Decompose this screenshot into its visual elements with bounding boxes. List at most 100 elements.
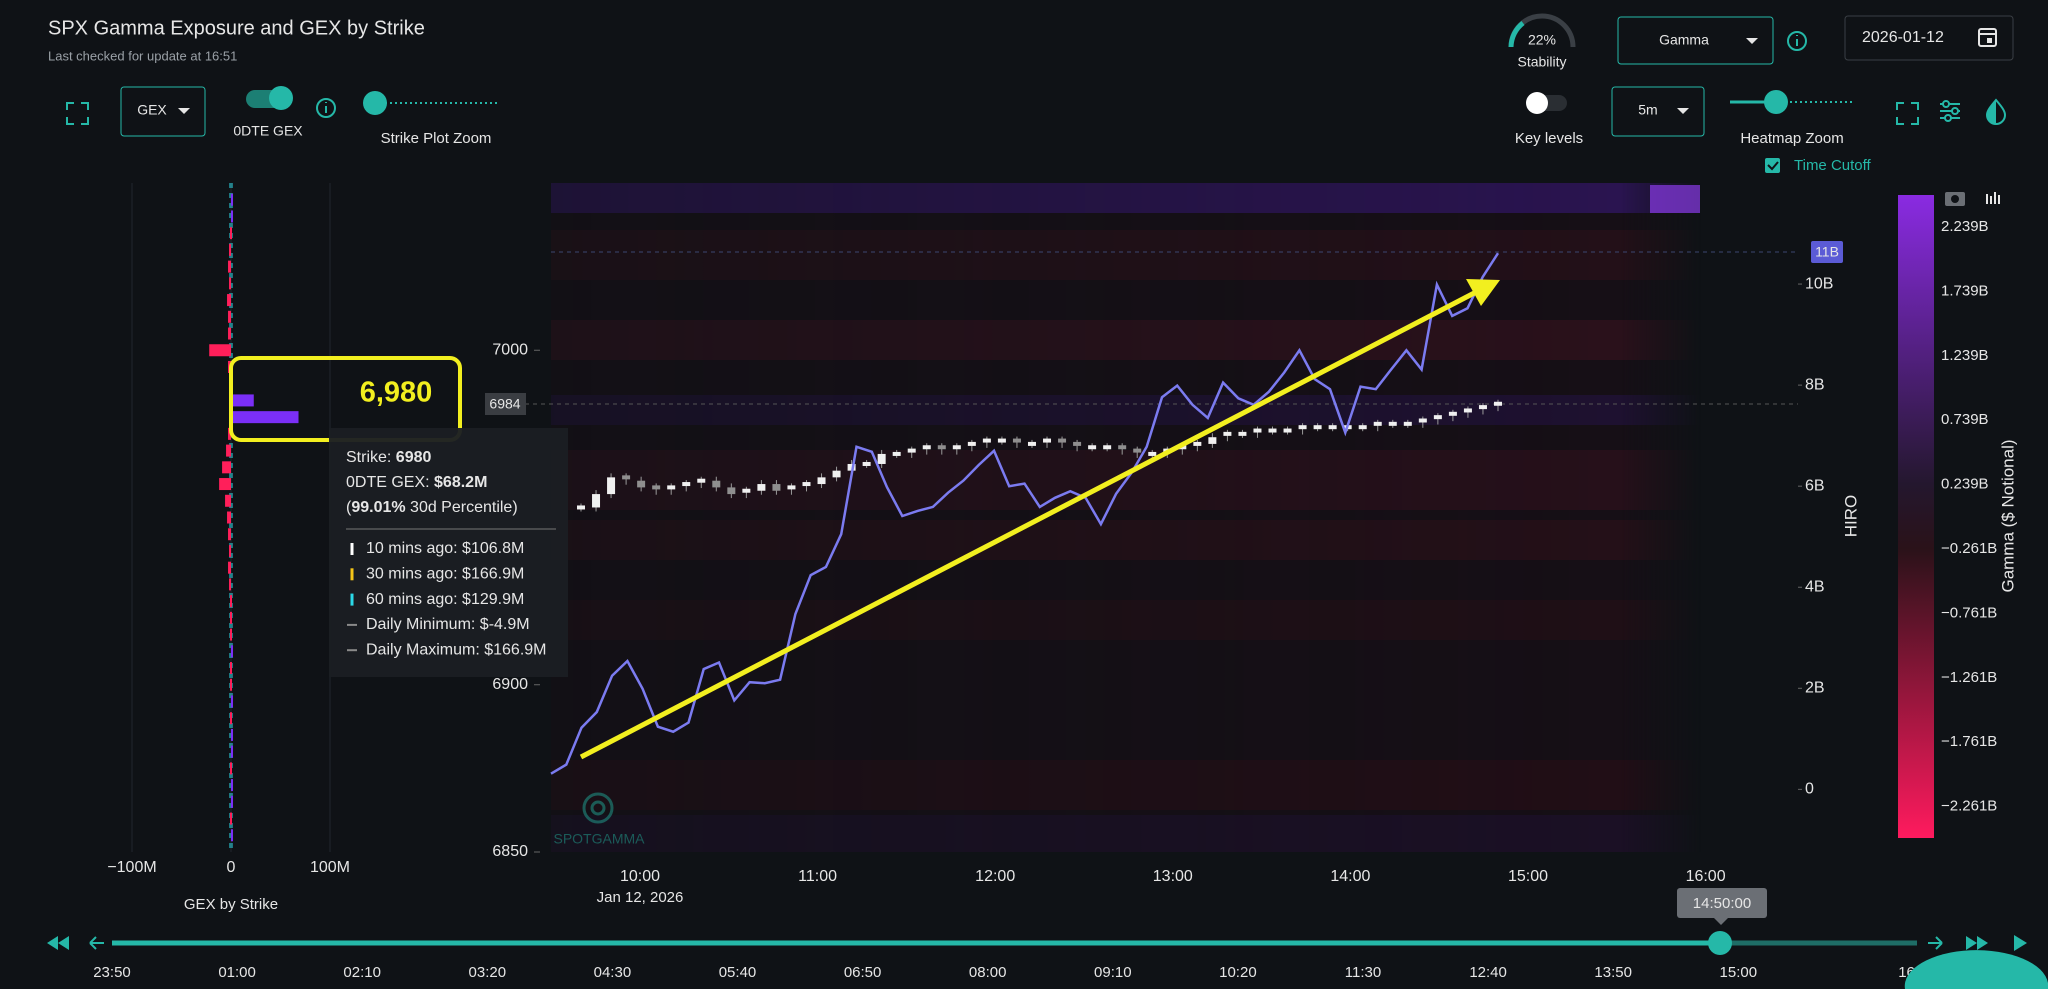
candle [907, 448, 916, 453]
plot-type-select[interactable]: GEX [120, 86, 206, 137]
strike-bar [230, 628, 233, 641]
expand-button[interactable] [1896, 102, 1919, 125]
y-tick-label: 6900 [492, 676, 528, 693]
timeline-tick-label: 05:40 [719, 964, 757, 981]
candle [667, 485, 676, 490]
candle [922, 445, 931, 450]
candle [1298, 425, 1307, 430]
settings-button[interactable] [1940, 100, 1960, 122]
candle [1043, 438, 1052, 443]
colorbar-tick-label: 2.239B [1941, 218, 1989, 235]
heatmap-zoom-slider[interactable] [1730, 90, 1855, 114]
interval-select[interactable]: 5m [1611, 86, 1705, 137]
y2-tick-label: 10B [1805, 275, 1833, 292]
x-tick-label: 15:00 [1508, 868, 1548, 885]
candle [1193, 441, 1202, 446]
y-tick-label: 6850 [492, 843, 528, 860]
candle [862, 461, 871, 466]
subtitle: Last checked for update at 16:51 [48, 48, 237, 63]
camera-icon[interactable] [1945, 192, 1965, 206]
strike-bar [229, 243, 232, 256]
timeline-tick-label: 01:00 [218, 964, 256, 981]
dte-toggle[interactable] [246, 86, 293, 110]
strike-bar [227, 511, 231, 524]
rewind-button[interactable] [47, 936, 69, 950]
timeline-tick-label: 15:00 [1720, 964, 1758, 981]
candle [622, 475, 631, 480]
expand-button[interactable] [66, 102, 89, 125]
strike-bar [227, 294, 231, 307]
colorbar-tick-label: −0.261B [1941, 540, 1997, 557]
candle [847, 463, 856, 471]
strike-bar [229, 578, 232, 591]
candle [1328, 425, 1337, 430]
candle [1148, 451, 1157, 456]
stability-value: 22% [1528, 32, 1556, 48]
candle [577, 505, 585, 510]
strike-chart [131, 183, 331, 852]
timeline-tick-label: 04:30 [594, 964, 632, 981]
strike-bar [231, 779, 233, 792]
timeline-tick-label: 13:50 [1594, 964, 1632, 981]
date-picker[interactable]: 2026-01-12 [1844, 15, 2014, 61]
y-tick-label: 7000 [492, 341, 528, 358]
main-chart [525, 251, 1802, 853]
strike-bar [226, 444, 231, 457]
candle [1118, 445, 1127, 450]
candle [1433, 415, 1442, 420]
step-forward-button[interactable] [1928, 936, 1943, 950]
strike-bar [230, 595, 233, 608]
candle [937, 445, 946, 450]
candle [1027, 441, 1036, 446]
candle [1268, 428, 1277, 433]
candle [1494, 401, 1502, 406]
key-levels-toggle[interactable] [1526, 92, 1567, 114]
time-cutoff-checkbox[interactable] [1765, 158, 1780, 173]
candle [682, 482, 691, 487]
chat-button[interactable] [1904, 950, 2048, 989]
candle [1223, 431, 1232, 436]
y2-tick-label: 4B [1805, 578, 1825, 595]
hiro-line [550, 252, 1500, 775]
info-icon[interactable] [1787, 31, 1807, 51]
timeline-tick-label: 12:40 [1469, 964, 1507, 981]
candle [1448, 411, 1457, 416]
strike-bar [228, 561, 231, 574]
colorbar [1898, 195, 1934, 838]
y2-tick-label: 2B [1805, 680, 1825, 697]
strike-bar [231, 210, 233, 223]
strike-bar [228, 427, 231, 440]
candle [997, 438, 1006, 443]
theme-button[interactable] [1985, 98, 2007, 125]
select-value: Gamma [1659, 32, 1709, 48]
page-title: SPX Gamma Exposure and GEX by Strike [48, 17, 425, 39]
candle [1253, 428, 1262, 433]
x-tick-label: 0 [227, 859, 236, 876]
trend-arrow [579, 279, 1500, 760]
candle [877, 453, 886, 464]
date-label: Jan 12, 2026 [597, 889, 684, 906]
colorbar-tick-label: 0.739B [1941, 411, 1989, 428]
strike-bar [222, 461, 231, 474]
play-button[interactable] [2014, 935, 2027, 951]
colorbar-tick-label: 1.739B [1941, 282, 1989, 299]
info-icon[interactable] [316, 98, 336, 118]
greek-select[interactable]: Gamma [1617, 16, 1774, 65]
x-tick-label: 10:00 [620, 868, 660, 885]
strike-bar [225, 494, 231, 507]
candle [817, 477, 826, 485]
hiro-tag: 11B [1811, 241, 1843, 263]
strike-bar [231, 411, 299, 424]
candle [967, 441, 976, 446]
strike-zoom-slider[interactable] [363, 91, 499, 115]
strike-bar [209, 344, 231, 357]
step-back-button[interactable] [89, 936, 104, 950]
candle [757, 484, 766, 491]
select-value: GEX [137, 102, 167, 118]
candle [892, 451, 901, 456]
timeline-handle[interactable] [1708, 931, 1732, 955]
x-tick-label: 13:00 [1153, 868, 1193, 885]
bars-icon[interactable] [1986, 192, 2000, 204]
x-tick-label: 14:00 [1330, 868, 1370, 885]
fast-forward-button[interactable] [1966, 936, 1988, 950]
